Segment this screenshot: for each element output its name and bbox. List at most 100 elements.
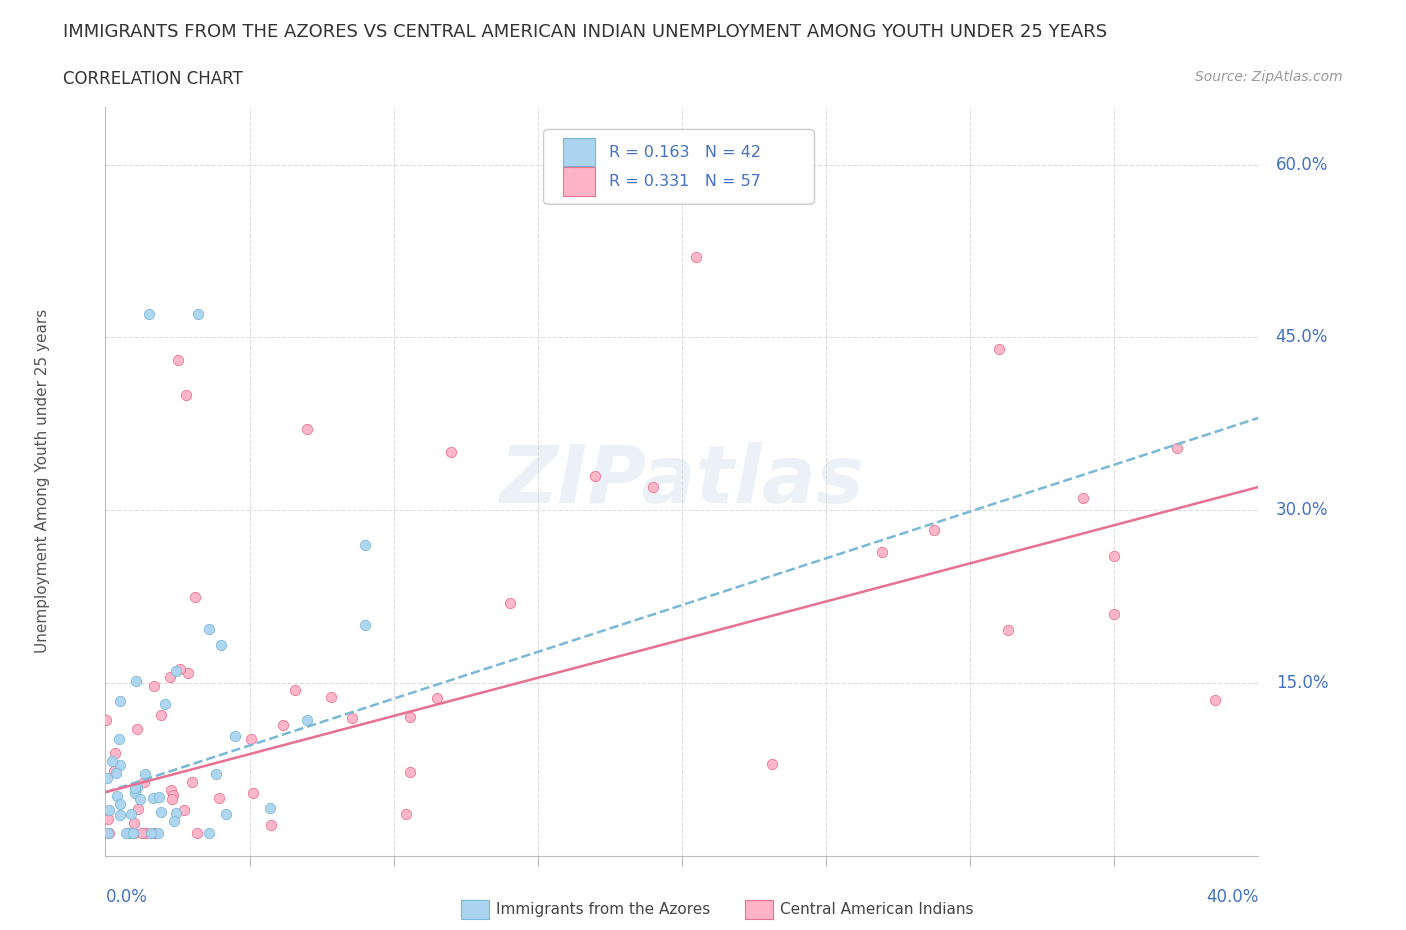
Point [115,825,138,840]
Text: Unemployment Among Youth under 25 years: Unemployment Among Youth under 25 years [35,309,49,654]
Point [1104,549,1126,564]
Point [117,825,139,840]
Point [186,825,208,840]
Point [440,445,463,460]
Point [643,480,665,495]
Point [166,352,188,367]
Point [165,664,187,679]
Point [209,637,232,652]
Point [139,825,162,840]
Point [173,803,195,817]
Point [103,764,125,778]
Point [138,307,160,322]
Point [104,746,127,761]
Point [163,814,186,829]
Point [761,757,783,772]
Point [108,808,131,823]
Point [198,825,221,840]
Point [395,806,418,821]
Point [162,788,184,803]
Text: ZIPatlas: ZIPatlas [499,443,865,520]
Point [499,596,522,611]
Point [399,710,422,724]
Text: IMMIGRANTS FROM THE AZORES VS CENTRAL AMERICAN INDIAN UNEMPLOYMENT AMONG YOUTH U: IMMIGRANTS FROM THE AZORES VS CENTRAL AM… [63,23,1108,41]
Point [97,825,120,840]
Point [205,766,228,781]
Point [96,771,118,786]
Text: 0.0%: 0.0% [105,888,148,906]
Point [224,728,246,743]
Point [132,775,155,790]
Point [127,802,149,817]
Point [260,817,283,832]
Point [108,758,131,773]
Point [155,697,177,711]
Text: R = 0.163   N = 42: R = 0.163 N = 42 [609,144,761,160]
Point [273,718,295,733]
Point [150,804,173,819]
Text: Immigrants from the Azores: Immigrants from the Azores [496,902,710,917]
Point [127,722,149,737]
Point [128,791,150,806]
Text: R = 0.331   N = 57: R = 0.331 N = 57 [609,174,761,189]
Point [1102,606,1125,621]
Point [997,622,1019,637]
Text: 45.0%: 45.0% [1275,328,1329,346]
Point [124,786,146,801]
Point [97,803,120,817]
Point [1204,693,1226,708]
Point [181,775,204,790]
Point [124,673,146,688]
Point [142,825,165,840]
Point [134,766,156,781]
Text: 30.0%: 30.0% [1275,501,1329,519]
Point [922,523,945,538]
Point [174,388,197,403]
Point [165,805,187,820]
Point [184,590,207,604]
Bar [564,167,596,196]
Text: 60.0%: 60.0% [1275,155,1329,174]
Point [426,691,449,706]
Point [208,790,231,805]
Point [124,816,146,830]
Point [354,618,377,632]
Point [259,801,281,816]
Point [100,754,122,769]
Point [159,670,181,684]
Point [198,621,221,636]
Point [122,825,145,840]
Point [177,666,200,681]
Point [105,789,128,804]
Point [108,796,131,811]
Point [143,679,166,694]
Point [108,732,131,747]
Point [297,713,319,728]
Text: CORRELATION CHART: CORRELATION CHART [63,70,243,87]
Point [1073,490,1095,505]
Point [242,786,264,801]
Point [160,782,183,797]
Point [143,825,166,840]
Point [108,694,131,709]
Text: 40.0%: 40.0% [1206,888,1258,906]
Point [94,713,117,728]
Point [398,764,420,779]
Point [169,662,191,677]
Point [187,307,209,322]
Point [585,468,607,483]
Point [124,781,146,796]
Point [239,731,262,746]
Point [297,422,319,437]
Point [135,825,157,840]
Bar [564,138,596,166]
Point [354,538,377,552]
Point [160,791,183,806]
Point [142,790,165,805]
Point [120,825,142,840]
Text: 15.0%: 15.0% [1275,674,1329,692]
Point [148,825,170,840]
Point [97,812,120,827]
Point [98,825,121,840]
Point [121,825,143,840]
